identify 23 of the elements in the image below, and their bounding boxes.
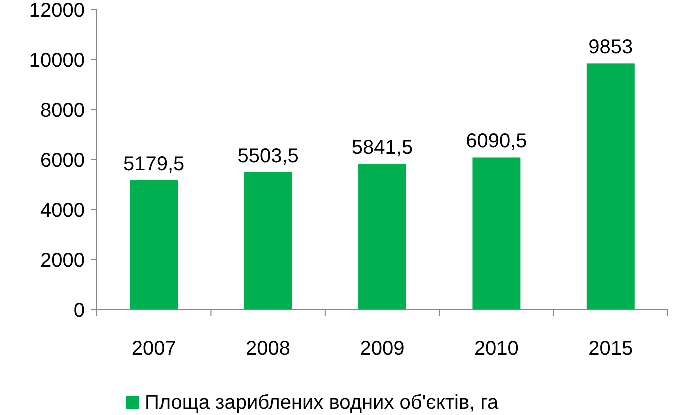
data-label: 5179,5 <box>124 154 185 176</box>
x-tick-label: 2015 <box>588 338 634 360</box>
y-tick-label: 2000 <box>40 250 85 272</box>
y-tick-label: 12000 <box>29 0 85 22</box>
bar <box>130 180 178 310</box>
y-tick-label: 4000 <box>40 200 85 222</box>
y-tick-label: 8000 <box>40 100 85 122</box>
bar <box>586 64 635 310</box>
x-tick-label: 2008 <box>246 338 291 360</box>
x-tick-label: 2007 <box>132 338 176 360</box>
y-tick-label: 10000 <box>29 50 85 72</box>
bar <box>244 172 292 310</box>
y-tick-label: 0 <box>74 300 85 322</box>
data-label: 6090,5 <box>466 130 528 153</box>
data-label: 5841,5 <box>352 136 414 159</box>
x-tick-label: 2009 <box>360 338 405 360</box>
x-tick-label: 2010 <box>474 338 519 360</box>
bar <box>472 158 521 310</box>
bar <box>358 164 406 310</box>
y-tick-label: 6000 <box>40 150 85 172</box>
data-label: 9853 <box>588 36 634 59</box>
legend-label: Площа зариблених водних об'єктів, га <box>145 392 500 414</box>
data-label: 5503,5 <box>238 145 299 168</box>
